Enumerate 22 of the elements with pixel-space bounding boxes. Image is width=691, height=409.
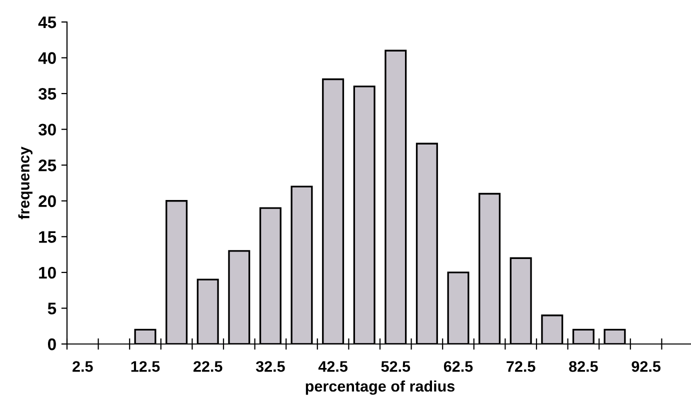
- y-tick-label: 10: [39, 266, 56, 279]
- y-tick-label: 30: [38, 124, 56, 136]
- y-tick-label: 40: [38, 52, 56, 64]
- x-tick-label: 42.5: [318, 361, 348, 372]
- y-tick-label: 35: [38, 88, 56, 100]
- x-tick-label: 22.5: [194, 361, 222, 372]
- y-tick-label: 25: [38, 160, 56, 172]
- x-tick-label: 12.5: [131, 361, 160, 372]
- y-tick-label: 0: [48, 338, 56, 350]
- x-tick-label: 92.5: [632, 361, 660, 372]
- y-tick-label: 5: [48, 302, 56, 314]
- x-tick-label: 82.5: [569, 361, 598, 372]
- x-tick-label: 62.5: [444, 361, 473, 372]
- x-tick-label: 2.5: [72, 361, 93, 372]
- y-tick-label: 15: [39, 231, 56, 243]
- x-tick-label: 32.5: [256, 361, 285, 372]
- x-tick-label: 72.5: [506, 361, 536, 372]
- y-axis-title: frequency: [18, 146, 32, 220]
- x-tick-label: 52.5: [381, 361, 410, 372]
- y-tick-label: 20: [38, 195, 56, 208]
- y-tick-label: 45: [38, 16, 56, 28]
- x-axis-title: percentage of radius: [306, 380, 455, 395]
